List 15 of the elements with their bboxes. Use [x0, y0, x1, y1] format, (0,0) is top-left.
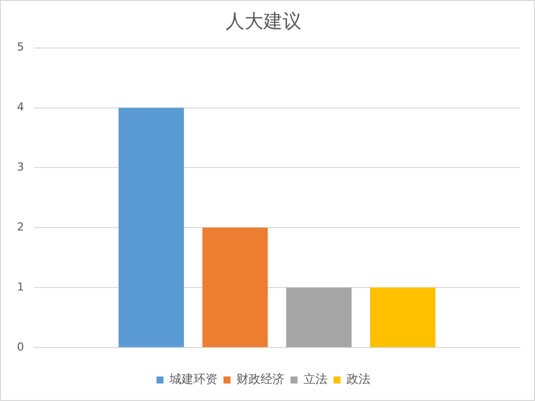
legend-label: 立法: [304, 372, 328, 386]
bar: [286, 288, 352, 348]
legend-label: 城建环资: [168, 372, 218, 386]
y-tick-label: 5: [17, 40, 24, 54]
y-tick-label: 2: [17, 220, 24, 234]
bar: [118, 108, 184, 348]
legend-label: 财政经济: [236, 372, 284, 386]
y-tick-label: 0: [17, 340, 24, 354]
chart-title: 人大建议: [226, 10, 302, 32]
legend-label: 政法: [346, 372, 370, 386]
y-tick-label: 3: [17, 160, 24, 174]
bar: [370, 288, 436, 348]
y-tick-label: 4: [17, 100, 24, 114]
y-tick-label: 1: [17, 280, 24, 294]
bar: [202, 228, 268, 348]
